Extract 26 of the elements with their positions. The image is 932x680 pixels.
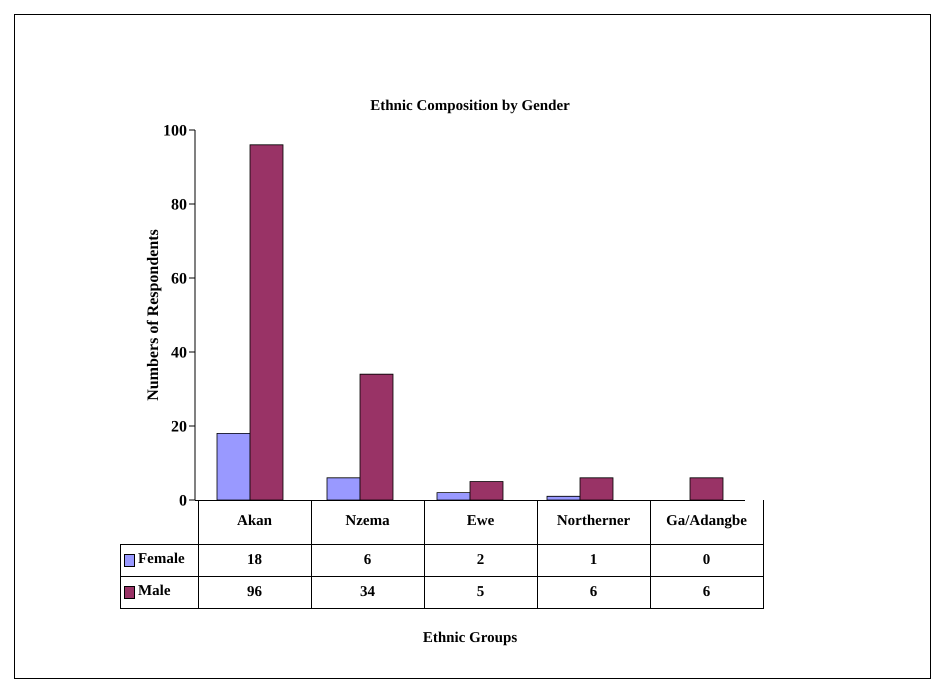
y-tick-label: 40 (171, 344, 187, 362)
y-tick-label: 0 (179, 492, 187, 510)
legend-label: Male (138, 584, 170, 600)
data-label: 5 (424, 576, 537, 608)
x-tick-label: Ga/Adangbe (650, 500, 763, 544)
data-label: 96 (198, 576, 311, 608)
data-label: 34 (311, 576, 424, 608)
y-axis-title: Numbers of Respondents (145, 229, 163, 401)
x-tick-label: Akan (198, 500, 311, 544)
data-label: 1 (537, 544, 650, 576)
data-label: 6 (650, 576, 763, 608)
x-tick-label: Northerner (537, 500, 650, 544)
text: Ethnic Groups (422, 630, 518, 647)
y-tick-label: 60 (171, 270, 187, 288)
x-tick-label: Ewe (424, 500, 537, 544)
x-tick-label: Nzema (311, 500, 424, 544)
chart-title: Ethnic Composition by Gender (369, 98, 571, 115)
data-label: 0 (650, 544, 763, 576)
data-label: 2 (424, 544, 537, 576)
y-tick-label: 20 (171, 418, 187, 436)
y-tick-label: 80 (171, 196, 187, 214)
data-label: 6 (537, 576, 650, 608)
data-label: 6 (311, 544, 424, 576)
data-label: 18 (198, 544, 311, 576)
legend-label: Female (138, 552, 185, 568)
y-tick-label: 100 (163, 122, 187, 140)
